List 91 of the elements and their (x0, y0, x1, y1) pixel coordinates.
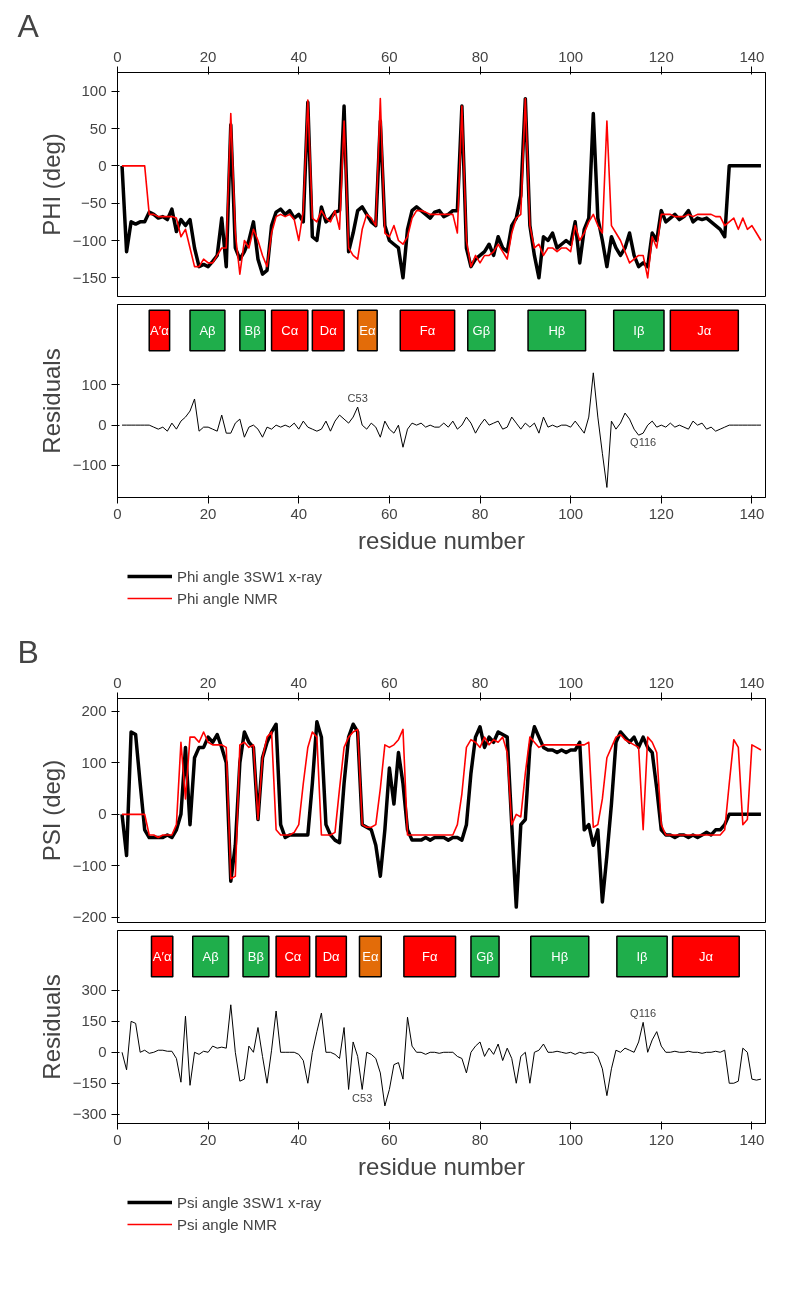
band-label: Fα (421, 949, 438, 965)
x-tick-label: 60 (381, 504, 398, 522)
annotation: Q116 (630, 1007, 657, 1020)
band-label: Iβ (636, 949, 648, 965)
x-tick-label: 120 (648, 1130, 674, 1148)
y-tick-label: −100 (72, 231, 107, 249)
y-tick-label: 0 (98, 1043, 107, 1061)
x-tick-label: 40 (290, 47, 308, 65)
y-tick-label: 100 (81, 753, 107, 771)
y-axis-title: Residuals (37, 974, 65, 1080)
x-tick-label: 120 (648, 47, 674, 65)
chart-title: A (17, 7, 40, 44)
x-tick-label: 120 (648, 673, 674, 691)
x-tick-label: 140 (739, 47, 765, 65)
x-tick-label: 20 (199, 1130, 217, 1148)
y-tick-label: 0 (98, 156, 107, 174)
y-tick-label: −100 (72, 456, 107, 474)
x-axis-title: residue number (358, 1152, 525, 1180)
band-label: A′α (150, 323, 170, 339)
band-label: Gβ (476, 949, 494, 965)
band-label: Bβ (247, 949, 265, 965)
y-axis-title: PHI (deg) (37, 133, 65, 236)
legend-label: Phi angle NMR (177, 589, 278, 607)
band-label: Jα (698, 949, 714, 965)
y-tick-label: −150 (72, 1074, 107, 1092)
line-series (121, 372, 762, 488)
x-tick-label: 100 (558, 1130, 584, 1148)
band-label: Hβ (548, 323, 566, 339)
x-tick-label: 140 (739, 673, 765, 691)
x-tick-label: 20 (199, 673, 217, 691)
chart-title: B (17, 633, 39, 670)
x-tick-label: 20 (199, 47, 217, 65)
band-label: Dα (322, 949, 341, 965)
y-tick-label: −50 (81, 194, 107, 212)
y-tick-label: −200 (72, 908, 107, 926)
band-label: Dα (319, 323, 338, 339)
x-tick-label: 0 (113, 47, 122, 65)
band-label: Aβ (199, 323, 216, 339)
x-tick-label: 100 (558, 673, 584, 691)
x-tick-label: 80 (471, 673, 489, 691)
band-label: A′α (152, 949, 172, 965)
x-tick-label: 60 (381, 1130, 398, 1148)
x-axis-title: residue number (358, 526, 525, 554)
x-tick-label: 0 (113, 1130, 122, 1148)
x-tick-label: 80 (471, 504, 489, 522)
x-tick-label: 60 (381, 47, 398, 65)
legend-label: Phi angle 3SW1 x-ray (177, 567, 323, 585)
band-label: Bβ (244, 323, 261, 339)
band-label: Aβ (202, 949, 219, 965)
band-label: Eα (362, 949, 379, 965)
annotation: C53 (352, 1092, 373, 1105)
x-tick-label: 80 (471, 47, 489, 65)
y-tick-label: 200 (81, 702, 107, 720)
x-tick-label: 40 (290, 504, 308, 522)
band-label: Hβ (551, 949, 569, 965)
band-label: Cα (284, 949, 302, 965)
x-tick-label: 0 (113, 673, 122, 691)
x-tick-label: 140 (739, 504, 765, 522)
x-tick-label: 60 (381, 673, 398, 691)
y-tick-label: −150 (72, 268, 107, 286)
band-label: Eα (359, 323, 376, 339)
y-tick-label: 0 (98, 805, 107, 823)
annotation: C53 (347, 392, 368, 405)
y-tick-label: 100 (81, 375, 107, 393)
y-axis-title: Residuals (37, 348, 65, 454)
legend-label: Psi angle 3SW1 x-ray (177, 1193, 322, 1211)
y-tick-label: 0 (98, 416, 107, 434)
x-tick-label: 100 (558, 504, 584, 522)
x-tick-label: 40 (290, 673, 308, 691)
y-tick-label: −100 (72, 856, 107, 874)
y-tick-label: 50 (89, 119, 107, 137)
annotation: Q116 (630, 436, 657, 449)
x-tick-label: 100 (558, 47, 584, 65)
band-label: Cα (281, 323, 299, 339)
y-tick-label: −300 (72, 1105, 107, 1123)
x-tick-label: 40 (290, 1130, 308, 1148)
y-tick-label: 100 (81, 82, 107, 100)
band-label: Iβ (633, 323, 645, 339)
band-label: Jα (697, 323, 712, 339)
x-tick-label: 120 (648, 504, 674, 522)
legend-label: Psi angle NMR (177, 1215, 278, 1233)
x-tick-label: 20 (199, 504, 217, 522)
x-tick-label: 0 (113, 504, 122, 522)
band-label: Gβ (472, 323, 491, 339)
y-tick-label: 300 (81, 981, 107, 999)
y-axis-title: PSI (deg) (37, 759, 65, 862)
x-tick-label: 140 (739, 1130, 765, 1148)
band-label: Fα (419, 323, 436, 339)
y-tick-label: 150 (81, 1012, 107, 1030)
x-tick-label: 80 (471, 1130, 489, 1148)
line-series (121, 728, 762, 880)
